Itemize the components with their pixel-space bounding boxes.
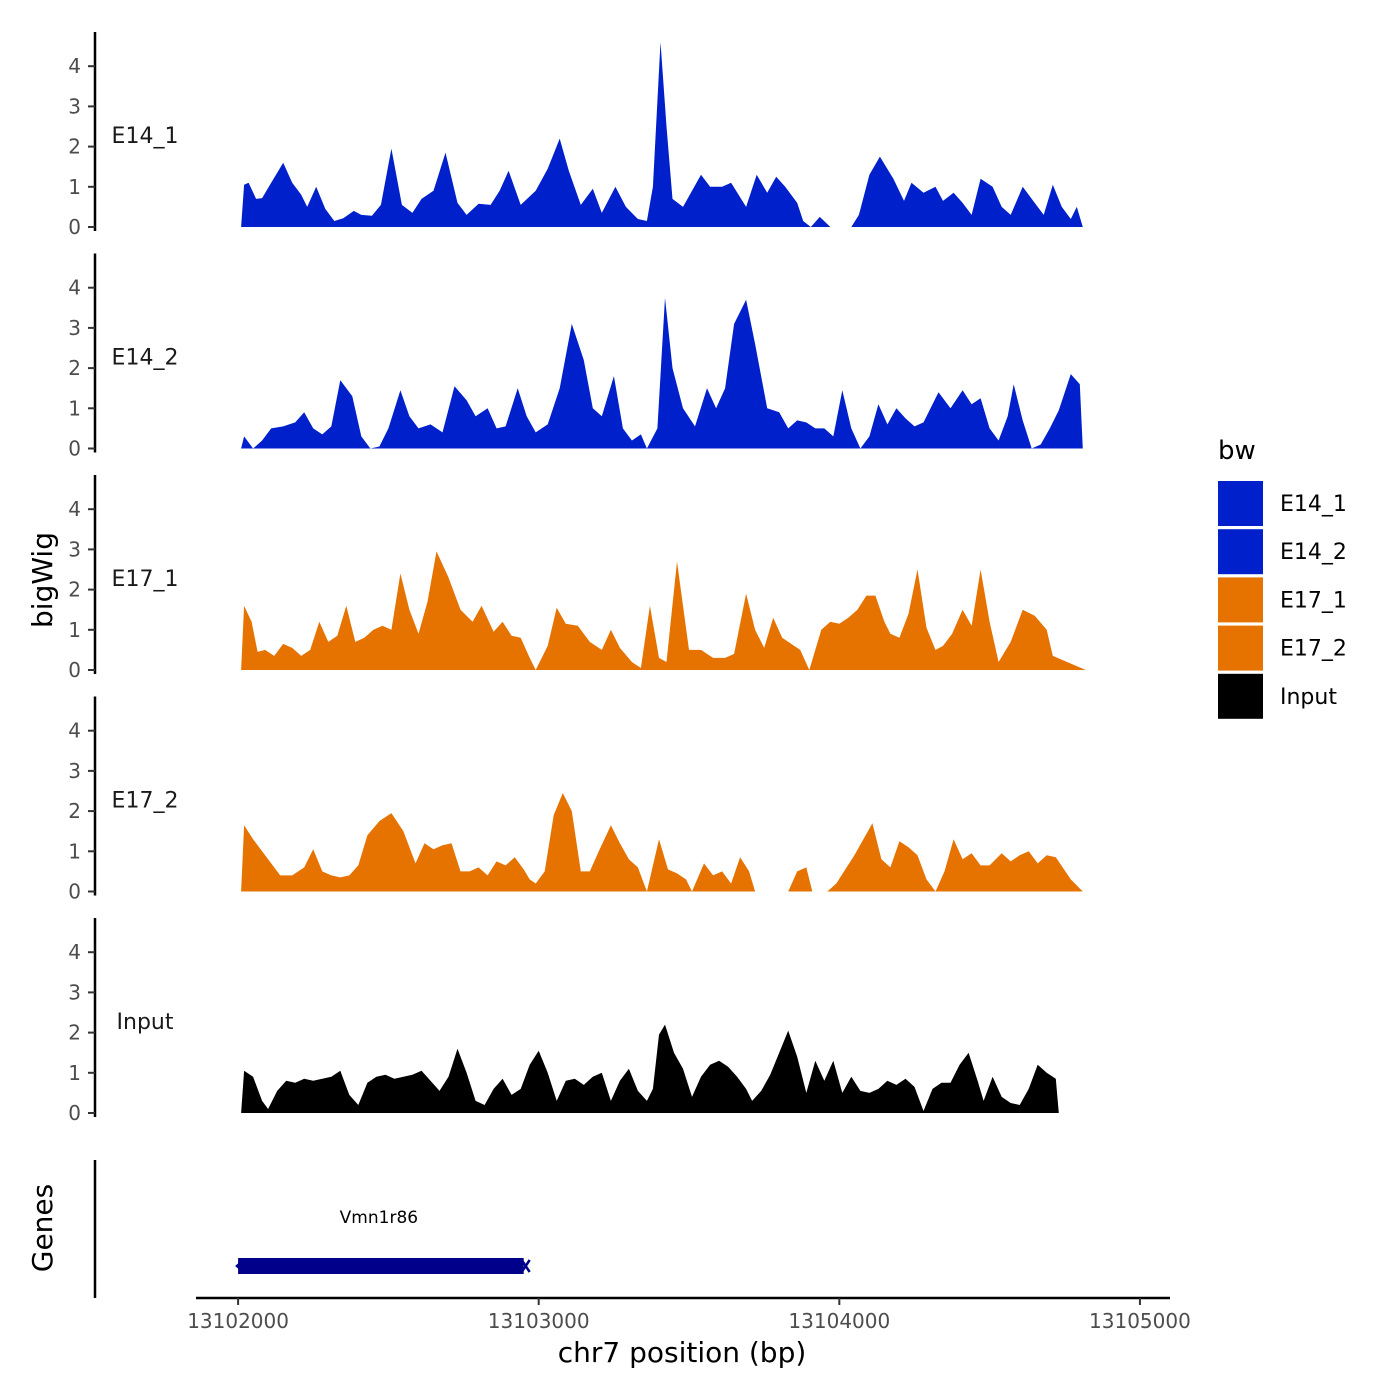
legend-title: bw — [1218, 436, 1256, 466]
y-tick-label: 3 — [68, 759, 81, 783]
legend-swatch — [1218, 529, 1263, 575]
legend-swatch — [1218, 673, 1263, 719]
legend-swatch — [1218, 625, 1263, 671]
x-tick-label: 13104000 — [788, 1309, 890, 1333]
y-tick-label: 3 — [68, 316, 81, 340]
y-tick-label: 3 — [68, 537, 81, 561]
gene-start-cap — [235, 1260, 243, 1272]
x-axis-title: chr7 position (bp) — [558, 1336, 807, 1369]
signal-area-e17-1 — [241, 551, 1086, 670]
genes-track-label: Genes — [26, 1184, 59, 1272]
legend-label: Input — [1280, 685, 1337, 710]
y-tick-label: 4 — [68, 497, 81, 521]
track-label: E17_2 — [112, 789, 179, 814]
y-tick-label: 0 — [68, 658, 81, 682]
y-tick-label: 0 — [68, 215, 81, 239]
y-tick-label: 2 — [68, 799, 81, 823]
y-tick-label: 1 — [68, 396, 81, 420]
genes-track: Genes Vmn1r86 — [26, 1160, 531, 1298]
y-tick-label: 2 — [68, 135, 81, 159]
gene-strand-icon — [520, 1259, 531, 1273]
y-tick-label: 1 — [68, 839, 81, 863]
signal-area-e17-2 — [241, 793, 1083, 892]
y-tick-label: 1 — [68, 175, 81, 199]
y-tick-label: 4 — [68, 276, 81, 300]
legend: bw E14_1 E14_2 E17_1 E17_2 Input — [1218, 436, 1347, 719]
track-label: E17_1 — [112, 567, 179, 592]
gene-label: Vmn1r86 — [340, 1208, 418, 1228]
y-tick-label: 0 — [68, 1101, 81, 1125]
track-panel: 0 1 2 3 4 E14_2 — [68, 253, 1083, 461]
legend-label: E17_2 — [1280, 637, 1347, 662]
y-tick-label: 4 — [68, 719, 81, 743]
y-tick-label: 2 — [68, 356, 81, 380]
legend-label: E14_1 — [1280, 492, 1347, 517]
signal-area-input — [241, 1024, 1059, 1113]
y-tick-label: 2 — [68, 1021, 81, 1045]
legend-label: E17_1 — [1280, 588, 1347, 613]
y-tick-label: 3 — [68, 980, 81, 1004]
track-panel: 0 1 2 3 4 Input — [68, 918, 1059, 1125]
x-tick-label: 13105000 — [1089, 1309, 1191, 1333]
y-tick-label: 4 — [68, 940, 81, 964]
y-tick-label: 2 — [68, 578, 81, 602]
signal-area-e14-2 — [241, 297, 1083, 449]
signal-area-e14-1 — [241, 42, 1083, 227]
y-tick-label: 1 — [68, 1061, 81, 1085]
track-label: E14_2 — [112, 346, 179, 371]
legend-swatch — [1218, 577, 1263, 623]
y-tick-label: 0 — [68, 880, 81, 904]
track-label: E14_1 — [112, 124, 179, 149]
signal-tracks: 0 1 2 3 4 E14_1 0 1 2 3 4 E14_2 0 1 2 3 4 E17_1 0 1 2 3 4 E17_2… — [68, 32, 1086, 1125]
legend-label: E14_2 — [1280, 540, 1347, 565]
track-panel: 0 1 2 3 4 E17_2 — [68, 696, 1083, 904]
track-panel: 0 1 2 3 4 E14_1 — [68, 32, 1083, 239]
x-tick-label: 13102000 — [187, 1309, 289, 1333]
gene-body — [238, 1258, 524, 1274]
legend-swatch — [1218, 481, 1263, 526]
y-tick-label: 4 — [68, 54, 81, 78]
y-axis-title: bigWig — [26, 532, 59, 628]
y-tick-label: 3 — [68, 94, 81, 118]
track-label: Input — [117, 1010, 174, 1035]
y-tick-label: 1 — [68, 618, 81, 642]
x-axis: 13102000 13103000 13104000 13105000 — [187, 1296, 1191, 1333]
y-tick-label: 0 — [68, 437, 81, 461]
x-tick-label: 13103000 — [488, 1309, 590, 1333]
track-panel: 0 1 2 3 4 E17_1 — [68, 475, 1086, 682]
